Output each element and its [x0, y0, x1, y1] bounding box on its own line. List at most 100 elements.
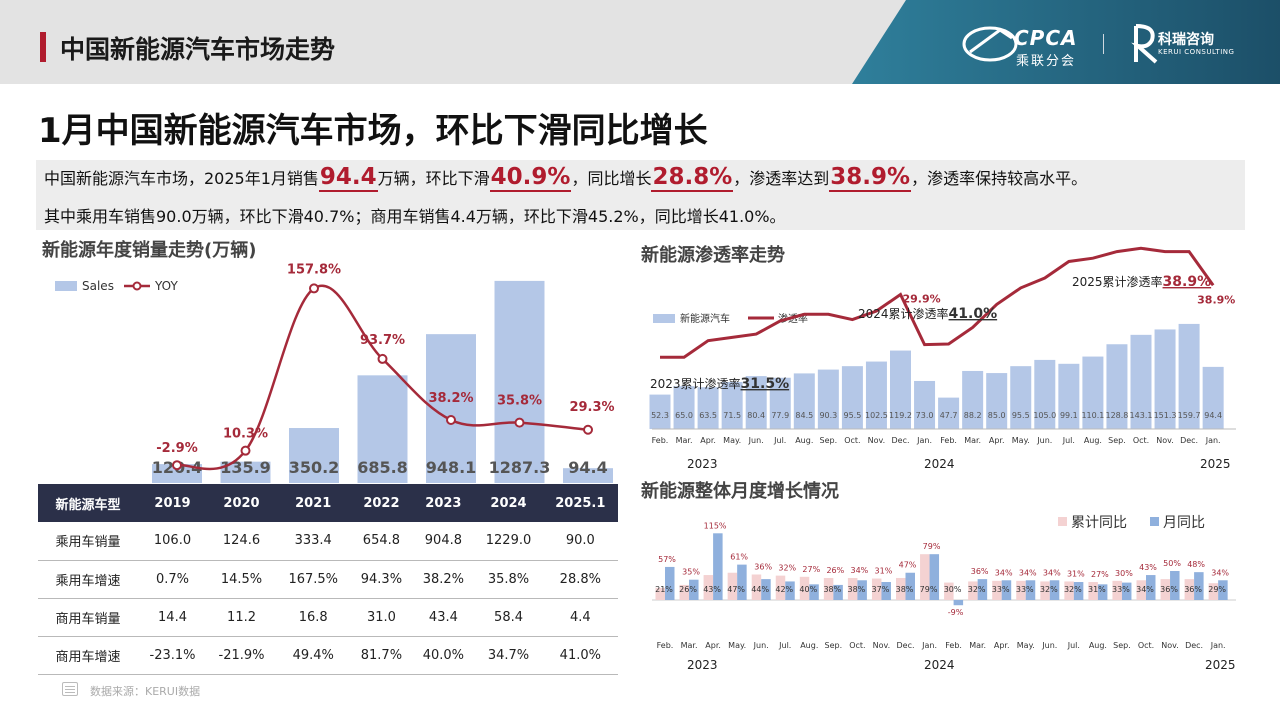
legend-yoy-label: YOY — [154, 279, 178, 293]
growth-month-label: Mar. — [969, 641, 986, 650]
growth-mon-bar — [929, 554, 940, 600]
penetration-bar — [769, 377, 791, 429]
growth-cum-label: 33% — [1016, 585, 1034, 594]
penetration-month-label: Nov. — [868, 436, 886, 445]
legend-yoy-marker — [132, 281, 142, 291]
annual-yoy-marker — [377, 353, 388, 364]
penetration-month-label: Aug. — [1084, 436, 1102, 445]
annual-sales-label: 94.4 — [568, 458, 607, 477]
penetration-month-label: Jan. — [916, 436, 932, 445]
table-header-cell: 2020 — [207, 484, 277, 522]
growth-cum-label: 26% — [679, 585, 697, 594]
table-cell: 124.6 — [207, 522, 277, 561]
growth-cum-bar — [1016, 580, 1026, 600]
page-title: 中国新能源汽车市场走势 — [60, 35, 336, 64]
annual-yoy-label: -2.9% — [156, 441, 197, 456]
legend-cum-label: 累计同比 — [1071, 515, 1127, 531]
annual-sales-bar — [220, 461, 271, 483]
legend-cum-swatch — [1058, 517, 1067, 526]
table-cell: 1229.0 — [474, 522, 543, 561]
growth-cum-label: 32% — [968, 585, 986, 594]
source-icon — [62, 682, 78, 696]
penetration-bar — [986, 373, 1008, 429]
growth-month-label: Jun. — [1041, 641, 1057, 650]
cpca-logo-icon — [962, 26, 1018, 62]
penetration-bar — [1130, 334, 1152, 429]
penetration-month-label: Jun. — [1036, 436, 1052, 445]
penetration-bar — [745, 376, 767, 429]
growth-month-label: Apr. — [994, 641, 1010, 650]
annotation-2025: 2025累计渗透率38.9% — [1072, 274, 1211, 290]
penetration-bar — [841, 366, 863, 429]
penetration-annotations: 2023累计渗透率31.5% 2024累计渗透率41.0% 2025累计渗透率3… — [650, 274, 1211, 392]
growth-mon-bar — [953, 600, 964, 606]
table-cell: 商用车销量 — [38, 598, 138, 637]
penetration-month-label: Oct. — [844, 436, 860, 445]
growth-cum-bar — [703, 575, 714, 600]
table-cell: 49.4% — [276, 636, 351, 675]
penetration-year-2024: 2024 — [924, 457, 955, 471]
growth-month-label: Aug. — [1089, 641, 1107, 650]
annual-yoy-label: 10.3% — [223, 427, 268, 442]
penetration-bar-label: 84.5 — [795, 411, 813, 420]
growth-mon-label: 34% — [851, 566, 869, 575]
annual-yoy-marker — [583, 424, 593, 435]
table-cell: 16.8 — [276, 598, 351, 637]
penetration-bar-label: 77.9 — [771, 411, 789, 420]
table-cell: 41.0% — [542, 636, 618, 675]
growth-month-label: May. — [728, 641, 746, 650]
annual-sales-bar — [494, 280, 545, 483]
logo-panel — [852, 0, 1280, 84]
table-cell: 81.7% — [350, 636, 413, 675]
growth-month-label: Sep. — [825, 641, 843, 650]
growth-mon-bar — [1097, 584, 1108, 600]
penetration-bar-label: 105.0 — [1033, 411, 1056, 420]
logo-divider — [1103, 34, 1104, 54]
growth-month-label: Dec. — [1185, 641, 1203, 650]
growth-cum-label: 47% — [727, 585, 745, 594]
table-cell: 38.2% — [412, 560, 475, 599]
growth-cum-label: 34% — [1136, 585, 1154, 594]
growth-mon-bar — [1170, 571, 1180, 600]
penetration-bar — [697, 387, 719, 429]
penetration-bar-label: 73.0 — [916, 411, 934, 420]
annotation-2024: 2024累计渗透率41.0% — [858, 306, 997, 322]
cpca-logo-text: CPCA — [1014, 26, 1078, 50]
growth-cum-bar — [1064, 581, 1074, 600]
table-cell: 43.4 — [412, 598, 475, 637]
table-header-cell: 2022 — [350, 484, 413, 522]
growth-cum-label: 29% — [1208, 585, 1226, 594]
table-header-cell: 2023 — [412, 484, 475, 522]
growth-cum-bar — [847, 577, 858, 600]
growth-cum-label: 44% — [751, 585, 769, 594]
annual-yoy-label: 35.8% — [497, 394, 542, 409]
growth-cum-label: 40% — [799, 585, 817, 594]
growth-mon-bar — [905, 572, 915, 600]
growth-month-label: Nov. — [873, 641, 891, 650]
penetration-bar-label: 65.0 — [675, 411, 693, 420]
penetration-month-label: Sep. — [1108, 436, 1126, 445]
growth-mon-bar — [977, 579, 988, 600]
growth-mon-label: 34% — [995, 568, 1013, 577]
growth-cum-bar — [871, 578, 882, 600]
growth-month-label: Jan. — [1210, 641, 1226, 650]
penetration-bar — [1010, 366, 1032, 429]
growth-month-label: Mar. — [681, 641, 698, 650]
table-header-row: 新能源车型 2019 2020 2021 2022 2023 2024 2025… — [38, 484, 618, 522]
penetration-bar — [1058, 363, 1080, 429]
penetration-bar — [1154, 329, 1176, 429]
growth-mon-label: 36% — [971, 567, 989, 576]
table-cell: 11.2 — [207, 598, 277, 637]
table-cell: 14.4 — [138, 598, 208, 637]
growth-cum-bar — [992, 580, 1002, 600]
table-cell: 乘用车增速 — [38, 560, 138, 599]
penetration-bar-label: 102.5 — [865, 411, 888, 420]
growth-cum-label: 38% — [896, 585, 914, 594]
growth-mon-bar — [737, 564, 747, 600]
penetration-bar-label: 71.5 — [723, 411, 741, 420]
growth-mon-bar — [689, 579, 699, 600]
annual-legend: Sales YOY — [55, 279, 178, 293]
growth-cum-label: 31% — [1088, 585, 1106, 594]
penetration-month-label: Feb. — [652, 436, 669, 445]
